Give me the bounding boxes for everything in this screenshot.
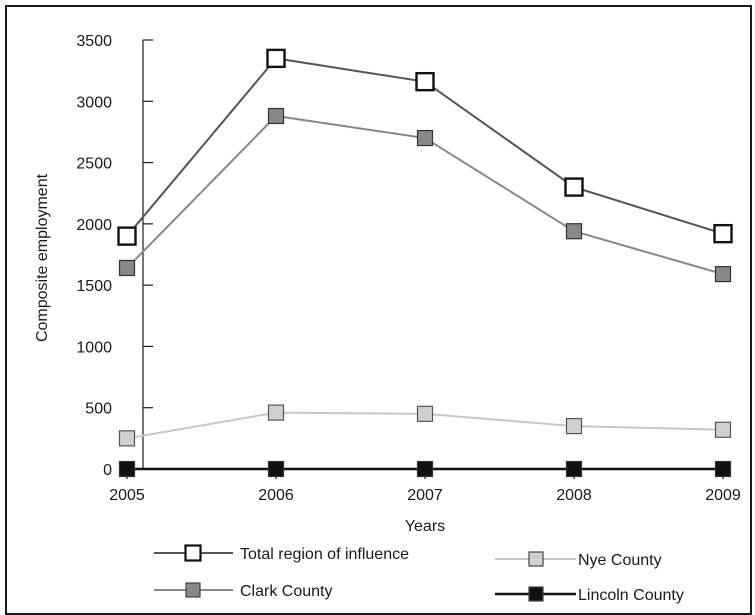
x-tick-label: 2006 [258, 487, 294, 504]
data-point [714, 460, 732, 478]
data-point [118, 259, 136, 277]
legend-label: Lincoln County [578, 587, 684, 604]
data-point [267, 460, 285, 478]
data-point [118, 460, 136, 478]
legend-marker [185, 582, 201, 598]
x-tick-label: 2007 [407, 487, 443, 504]
data-point [415, 71, 435, 92]
legend-label: Nye County [578, 552, 662, 569]
y-tick-label: 2000 [76, 217, 112, 234]
y-tick-label: 1500 [76, 278, 112, 295]
legend-label: Total region of influence [240, 546, 409, 563]
x-tick-label: 2008 [556, 487, 592, 504]
y-tick-label: 3500 [76, 33, 112, 50]
x-axis-label: Years [405, 518, 445, 535]
legend-marker [528, 551, 544, 567]
data-point [565, 418, 583, 435]
data-point [416, 460, 434, 478]
chart-frame [5, 5, 752, 615]
data-point [416, 129, 434, 147]
y-tick-label: 3000 [76, 94, 112, 111]
data-point [564, 177, 584, 197]
legend-marker [528, 586, 544, 602]
data-point [714, 421, 732, 438]
data-point [266, 48, 286, 69]
data-point [713, 223, 733, 244]
data-point [118, 430, 136, 447]
data-point [416, 405, 434, 422]
series-group [117, 48, 733, 478]
legend-marker [184, 544, 202, 562]
data-point [565, 460, 583, 478]
data-point [565, 223, 583, 240]
x-tick-label: 2005 [109, 487, 145, 504]
y-axis-label: Composite employment [34, 173, 51, 342]
y-tick-label: 1000 [76, 339, 112, 356]
data-point [267, 107, 285, 125]
y-tick-label: 2500 [76, 156, 112, 173]
data-point [267, 404, 285, 421]
data-point [117, 226, 137, 246]
y-tick-label: 500 [85, 401, 112, 418]
x-tick-label: 2009 [705, 487, 741, 504]
y-tick-group: 0 500 1000 1500 2000 2500 3000 3500 [76, 33, 153, 479]
y-tick-label: 0 [103, 462, 112, 479]
legend-label: Clark County [240, 583, 332, 600]
data-point [714, 266, 732, 283]
legend: Total region of influence Clark County Nye… [154, 544, 684, 604]
